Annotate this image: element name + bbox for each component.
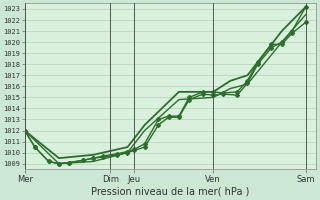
X-axis label: Pression niveau de la mer( hPa ): Pression niveau de la mer( hPa ) (91, 187, 250, 197)
